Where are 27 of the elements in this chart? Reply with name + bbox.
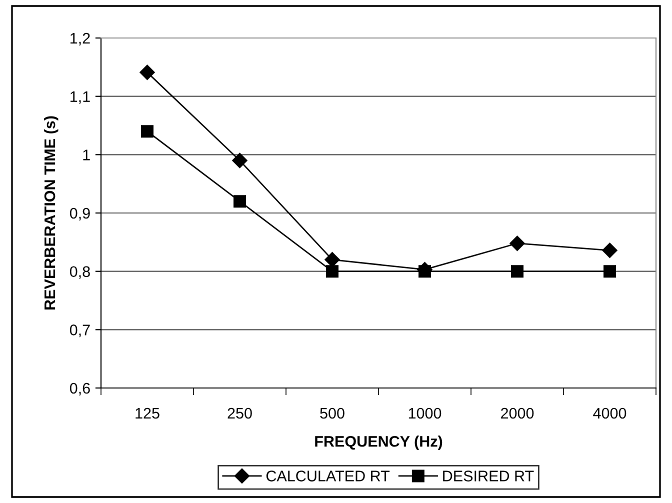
point <box>324 252 340 268</box>
y-tick-label: 1 <box>83 150 90 160</box>
point <box>141 125 154 138</box>
x-axis-title: FREQUENCY (Hz) <box>315 436 442 450</box>
x-tick-label: 1000 <box>408 408 442 419</box>
point <box>234 195 246 208</box>
x-tick-label: 2000 <box>501 408 534 419</box>
y-axis-title: REVERBERATION TIME (s) <box>44 116 58 310</box>
x-tick-label: 4000 <box>593 408 626 419</box>
point <box>232 152 248 168</box>
y-tick-label: 0,9 <box>70 208 90 220</box>
legend-label: DESIRED RT <box>443 470 534 482</box>
point <box>326 265 338 278</box>
x-tick-label: 250 <box>228 408 252 419</box>
y-tick-label: 1,1 <box>70 91 90 104</box>
legend-label: CALCULATED RT <box>266 470 390 482</box>
y-tick-label: 0,7 <box>70 324 90 338</box>
y-tick-label: 0,6 <box>70 382 90 396</box>
point <box>511 265 524 278</box>
point <box>510 236 525 251</box>
x-tick-label: 125 <box>136 408 160 419</box>
y-tick-label: 0,8 <box>70 266 90 279</box>
point <box>140 64 155 80</box>
point <box>604 265 616 278</box>
point <box>602 242 618 258</box>
y-tick-label: 1,2 <box>70 32 90 46</box>
x-tick-label: 500 <box>320 408 344 419</box>
